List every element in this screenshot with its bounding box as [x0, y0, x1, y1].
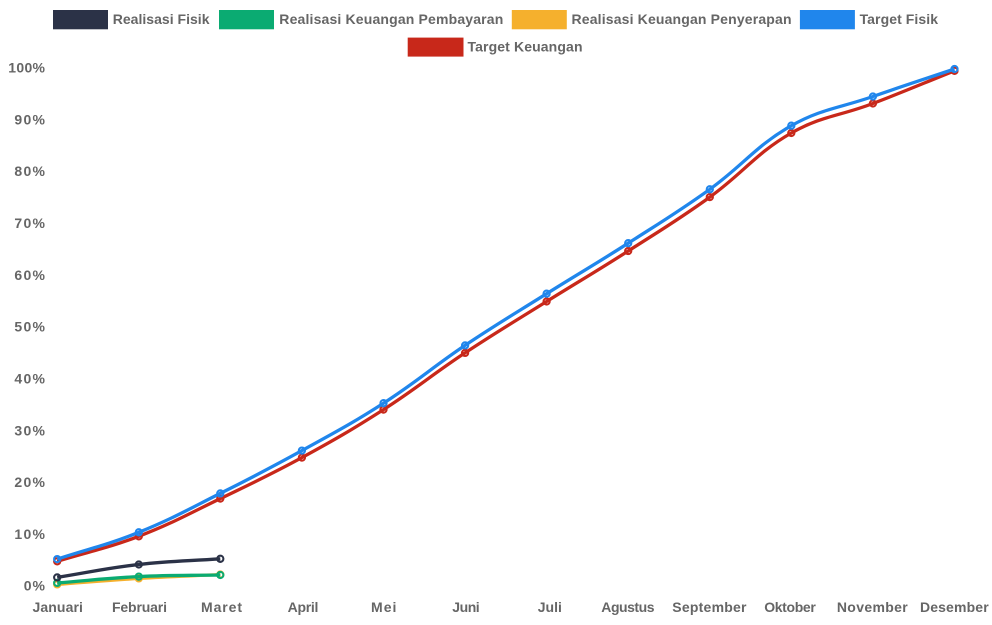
- svg-text:30%: 30%: [14, 422, 45, 438]
- svg-text:September: September: [672, 599, 747, 615]
- svg-text:Realisasi Keuangan Penyerapan: Realisasi Keuangan Penyerapan: [572, 11, 792, 27]
- svg-text:20%: 20%: [14, 474, 45, 490]
- svg-text:Oktober: Oktober: [764, 599, 816, 615]
- svg-text:60%: 60%: [14, 267, 45, 283]
- svg-text:November: November: [837, 599, 908, 615]
- svg-text:April: April: [288, 599, 319, 615]
- svg-text:40%: 40%: [14, 371, 45, 387]
- svg-text:Desember: Desember: [920, 599, 989, 615]
- svg-text:Juni: Juni: [452, 599, 479, 615]
- svg-text:Agustus: Agustus: [601, 599, 654, 615]
- svg-text:70%: 70%: [14, 215, 45, 231]
- svg-text:80%: 80%: [14, 163, 45, 179]
- svg-text:100%: 100%: [8, 60, 45, 76]
- svg-text:90%: 90%: [14, 111, 45, 127]
- svg-text:10%: 10%: [14, 526, 45, 542]
- svg-text:Realisasi Keuangan Pembayaran: Realisasi Keuangan Pembayaran: [279, 11, 503, 27]
- svg-text:Juli: Juli: [538, 599, 562, 615]
- svg-text:Target Fisik: Target Fisik: [860, 11, 939, 27]
- svg-text:Target Keuangan: Target Keuangan: [468, 39, 583, 55]
- svg-text:50%: 50%: [14, 319, 45, 335]
- svg-text:Februari: Februari: [112, 599, 167, 615]
- svg-text:Maret: Maret: [201, 599, 242, 615]
- svg-text:0%: 0%: [24, 578, 46, 594]
- svg-text:Januari: Januari: [32, 599, 82, 615]
- svg-text:Realisasi Fisik: Realisasi Fisik: [113, 11, 210, 27]
- svg-text:Mei: Mei: [371, 599, 397, 615]
